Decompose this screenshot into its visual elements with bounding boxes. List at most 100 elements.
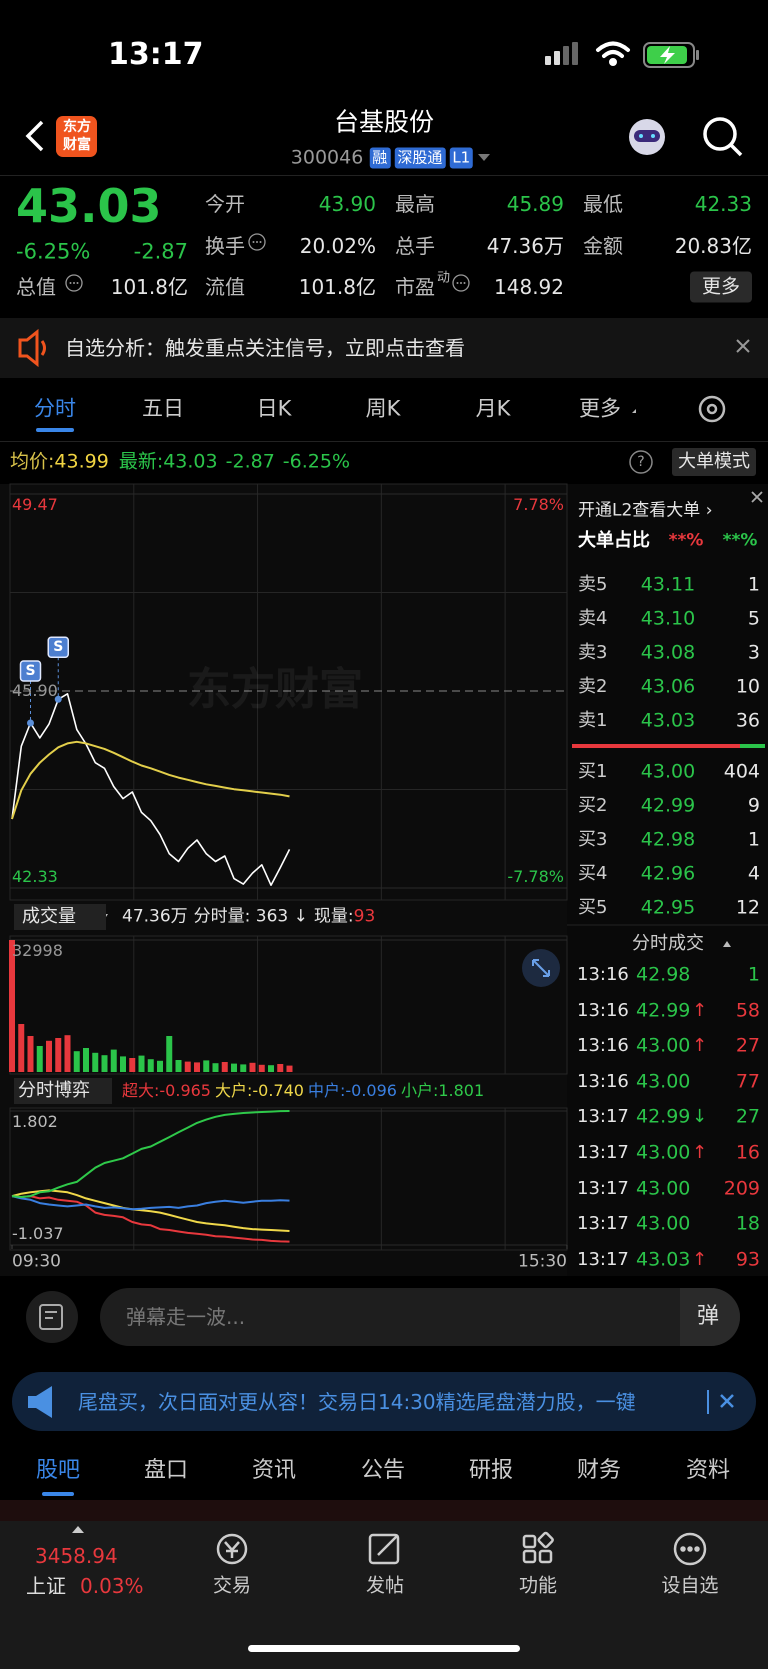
trade-volume: 1 [747, 963, 760, 986]
book-price: 42.98 [640, 828, 696, 851]
code-row: 300046 融深股通 L1 [290, 146, 477, 169]
tab-more-caret [632, 409, 636, 413]
book-volume: 5 [747, 607, 760, 630]
badge: 深股通 [394, 147, 446, 169]
content-tab[interactable]: 研报 [468, 1458, 514, 1483]
content-tab[interactable]: 盘口 [143, 1458, 189, 1483]
more-button[interactable]: 更多 [689, 271, 752, 303]
l2-link[interactable]: 开通L2查看大单 › [578, 500, 713, 521]
legend-value: 1.801 [438, 1081, 485, 1100]
book-label: 买3 [578, 829, 608, 850]
ratio-sell: **% [722, 530, 758, 551]
info-dot [252, 241, 255, 243]
alert-close[interactable] [736, 339, 750, 353]
info-dot [73, 282, 75, 284]
comment-icon[interactable] [26, 1291, 78, 1343]
field-value: 101.8亿 [110, 275, 188, 299]
speaker-icon [18, 328, 46, 368]
content-tab[interactable]: 股吧 [35, 1458, 81, 1483]
comment-placeholder[interactable]: 弹幕走一波... [126, 1305, 246, 1329]
content-tab[interactable]: 财务 [576, 1458, 622, 1483]
avg-label: 均价: [10, 450, 55, 473]
logo[interactable] [56, 116, 97, 157]
price-line [11, 740, 290, 820]
alert-bar[interactable] [0, 318, 768, 378]
book-label: 卖2 [578, 676, 608, 697]
index-value[interactable]: 3458.94 [35, 1544, 118, 1568]
trade-volume: 27 [735, 1034, 760, 1057]
nav-label[interactable]: 交易 [212, 1574, 252, 1597]
info-dot [69, 282, 72, 284]
expand-icon[interactable] [522, 949, 560, 987]
mode-button[interactable]: 大单模式 [672, 448, 756, 476]
chart-tab[interactable]: 更多 [579, 396, 621, 421]
content-tab[interactable]: 公告 [360, 1458, 406, 1483]
danmu-button-bg[interactable] [680, 1288, 740, 1346]
content-tab[interactable]: 资讯 [251, 1458, 297, 1483]
legend-value: -0.096 [345, 1081, 397, 1100]
volume-bar [110, 1049, 117, 1072]
banner[interactable] [12, 1372, 756, 1431]
function-icon[interactable] [522, 1531, 554, 1564]
watchlist-icon[interactable] [673, 1532, 707, 1566]
flow-line [11, 1195, 290, 1211]
alert-text: 自选分析：触发重点关注信号，立即点击查看 [65, 336, 465, 360]
nav-label[interactable]: 设自选 [661, 1574, 719, 1597]
y-tick-label: 42.33 [12, 867, 58, 886]
field-label-sup: 动 [437, 270, 451, 286]
trade-icon[interactable] [216, 1533, 248, 1565]
nav-label[interactable]: 功能 [518, 1574, 558, 1597]
legend-name: 中户: [307, 1081, 346, 1100]
content-tab[interactable]: 资料 [685, 1458, 731, 1483]
flow-selector[interactable]: 分时博弈 [14, 1078, 112, 1104]
last-price: 43.03 [16, 179, 162, 233]
chart-tab[interactable]: 月K [475, 396, 511, 421]
help-circle[interactable] [629, 450, 653, 474]
danmu-button[interactable]: 弹 [696, 1304, 720, 1329]
trade-time: 13:17 [577, 1142, 629, 1163]
back-button[interactable] [25, 120, 44, 152]
chart-tab[interactable]: 日K [256, 396, 292, 421]
trade-volume: 93 [735, 1248, 760, 1271]
ratio-buy: **% [668, 530, 704, 551]
help-text[interactable]: ? [637, 454, 645, 470]
trade-price: 42.98 [636, 963, 691, 986]
index-change[interactable]: 0.03% [80, 1574, 144, 1598]
watermark: 东方财富 [187, 664, 363, 715]
volume-bar [83, 1047, 89, 1072]
volume-selector[interactable]: 成交量 [14, 904, 106, 930]
field-label: 换手 [205, 234, 245, 258]
code-dropdown[interactable] [478, 154, 490, 161]
index-name[interactable]: 上证 [26, 1574, 66, 1598]
last-change: -2.87 [225, 450, 275, 473]
signal-marker [47, 636, 69, 659]
search-icon[interactable] [703, 117, 743, 157]
field-label: 市盈 [395, 275, 435, 299]
chart-tab[interactable]: 分时 [34, 396, 76, 421]
volume-bar [18, 1023, 25, 1072]
trade-time: 13:17 [577, 1106, 629, 1128]
nav-label[interactable]: 发帖 [365, 1574, 405, 1597]
legend-value: -0.965 [159, 1081, 211, 1100]
volume-bar [249, 1062, 256, 1072]
panel-frame [9, 1107, 568, 1251]
book-label: 买2 [578, 795, 608, 816]
l2-close[interactable] [751, 491, 763, 503]
reference-label: 45.90 [12, 681, 58, 700]
chart-tab[interactable]: 周K [365, 396, 401, 421]
signal-label: S [25, 663, 36, 679]
post-icon[interactable] [368, 1533, 400, 1565]
comment-pill[interactable] [100, 1288, 740, 1346]
field-value: 101.8亿 [298, 275, 376, 299]
book-label: 卖1 [578, 710, 608, 731]
settings-icon[interactable] [698, 395, 726, 423]
book-price: 42.95 [640, 896, 696, 919]
chart-tab[interactable]: 五日 [142, 396, 184, 421]
assistant-icon[interactable] [629, 119, 665, 155]
x-tick-label: 09:30 [12, 1251, 61, 1272]
field-label: 最低 [583, 192, 623, 216]
signal-dot [27, 719, 34, 727]
banner-close[interactable] [720, 1394, 734, 1408]
stock-code: 300046 [290, 146, 364, 169]
